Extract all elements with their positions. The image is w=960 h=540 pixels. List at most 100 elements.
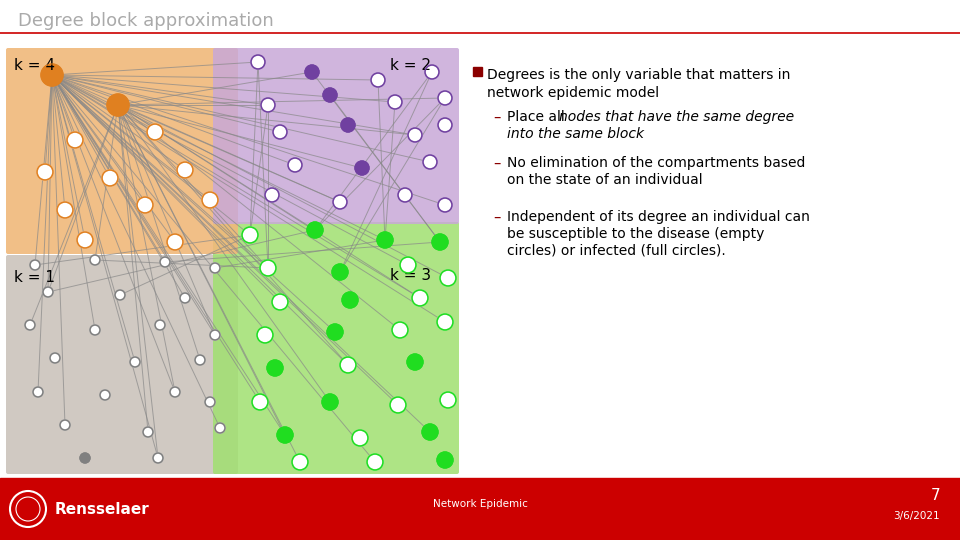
- Text: Network Epidemic: Network Epidemic: [433, 499, 527, 509]
- Circle shape: [371, 73, 385, 87]
- Circle shape: [177, 162, 193, 178]
- Circle shape: [137, 197, 153, 213]
- Text: nodes that have the same degree: nodes that have the same degree: [559, 110, 794, 124]
- Text: Degrees is the only variable that matters in: Degrees is the only variable that matter…: [487, 68, 790, 82]
- Circle shape: [277, 427, 293, 443]
- Text: Place all: Place all: [507, 110, 569, 124]
- Circle shape: [242, 227, 258, 243]
- Circle shape: [153, 453, 163, 463]
- Text: –: –: [493, 110, 500, 125]
- Circle shape: [57, 202, 73, 218]
- Circle shape: [323, 88, 337, 102]
- Circle shape: [33, 387, 43, 397]
- Text: k = 3: k = 3: [390, 268, 431, 283]
- Circle shape: [273, 125, 287, 139]
- Text: k = 1: k = 1: [14, 270, 55, 285]
- Circle shape: [272, 294, 288, 310]
- Circle shape: [80, 453, 90, 463]
- Text: network epidemic model: network epidemic model: [487, 86, 660, 100]
- Circle shape: [322, 394, 338, 410]
- Circle shape: [215, 423, 225, 433]
- Circle shape: [437, 452, 453, 468]
- Circle shape: [400, 257, 416, 273]
- Circle shape: [210, 330, 220, 340]
- Circle shape: [407, 354, 423, 370]
- Circle shape: [307, 222, 323, 238]
- Circle shape: [267, 360, 283, 376]
- Circle shape: [205, 397, 215, 407]
- Circle shape: [115, 290, 125, 300]
- Circle shape: [30, 260, 40, 270]
- Circle shape: [170, 387, 180, 397]
- Circle shape: [261, 98, 275, 112]
- Circle shape: [90, 255, 100, 265]
- Circle shape: [41, 64, 63, 86]
- FancyBboxPatch shape: [213, 222, 459, 474]
- Circle shape: [252, 394, 268, 410]
- Circle shape: [107, 94, 129, 116]
- FancyBboxPatch shape: [6, 255, 238, 474]
- Circle shape: [100, 390, 110, 400]
- Circle shape: [257, 327, 273, 343]
- Circle shape: [377, 232, 393, 248]
- Text: 7: 7: [930, 489, 940, 503]
- FancyBboxPatch shape: [6, 48, 238, 254]
- Circle shape: [422, 424, 438, 440]
- Circle shape: [327, 324, 343, 340]
- Text: into the same block: into the same block: [507, 127, 644, 141]
- Circle shape: [102, 170, 118, 186]
- Circle shape: [440, 392, 456, 408]
- Circle shape: [432, 234, 448, 250]
- Circle shape: [390, 397, 406, 413]
- Circle shape: [265, 188, 279, 202]
- Circle shape: [367, 454, 383, 470]
- Circle shape: [438, 118, 452, 132]
- Circle shape: [90, 325, 100, 335]
- Circle shape: [180, 293, 190, 303]
- Circle shape: [438, 198, 452, 212]
- Text: Degree block approximation: Degree block approximation: [18, 12, 274, 30]
- Text: k = 2: k = 2: [390, 58, 431, 73]
- Circle shape: [292, 454, 308, 470]
- Circle shape: [67, 132, 83, 148]
- Circle shape: [210, 263, 220, 273]
- Circle shape: [130, 357, 140, 367]
- Circle shape: [143, 427, 153, 437]
- FancyBboxPatch shape: [213, 48, 459, 224]
- Circle shape: [392, 322, 408, 338]
- Circle shape: [195, 355, 205, 365]
- Circle shape: [440, 270, 456, 286]
- Text: No elimination of the compartments based: No elimination of the compartments based: [507, 156, 805, 170]
- Circle shape: [437, 314, 453, 330]
- Bar: [473, 67, 482, 76]
- Circle shape: [398, 188, 412, 202]
- Circle shape: [423, 155, 437, 169]
- Circle shape: [333, 195, 347, 209]
- Circle shape: [147, 124, 163, 140]
- Circle shape: [251, 55, 265, 69]
- Circle shape: [155, 320, 165, 330]
- Circle shape: [43, 287, 53, 297]
- Text: k = 4: k = 4: [14, 58, 55, 73]
- Circle shape: [260, 260, 276, 276]
- Text: –: –: [493, 156, 500, 171]
- Circle shape: [355, 161, 369, 175]
- Text: on the state of an individual: on the state of an individual: [507, 173, 703, 187]
- Circle shape: [340, 357, 356, 373]
- Circle shape: [388, 95, 402, 109]
- Circle shape: [352, 430, 368, 446]
- Text: circles) or infected (full circles).: circles) or infected (full circles).: [507, 244, 726, 258]
- Circle shape: [342, 292, 358, 308]
- Circle shape: [438, 91, 452, 105]
- Circle shape: [412, 290, 428, 306]
- Circle shape: [37, 164, 53, 180]
- Circle shape: [60, 420, 70, 430]
- Circle shape: [160, 257, 170, 267]
- Text: 3/6/2021: 3/6/2021: [894, 511, 940, 521]
- Text: be susceptible to the disease (empty: be susceptible to the disease (empty: [507, 227, 764, 241]
- Circle shape: [305, 65, 319, 79]
- Circle shape: [202, 192, 218, 208]
- Text: Rensselaer: Rensselaer: [55, 502, 150, 516]
- Text: Independent of its degree an individual can: Independent of its degree an individual …: [507, 210, 810, 224]
- Circle shape: [332, 264, 348, 280]
